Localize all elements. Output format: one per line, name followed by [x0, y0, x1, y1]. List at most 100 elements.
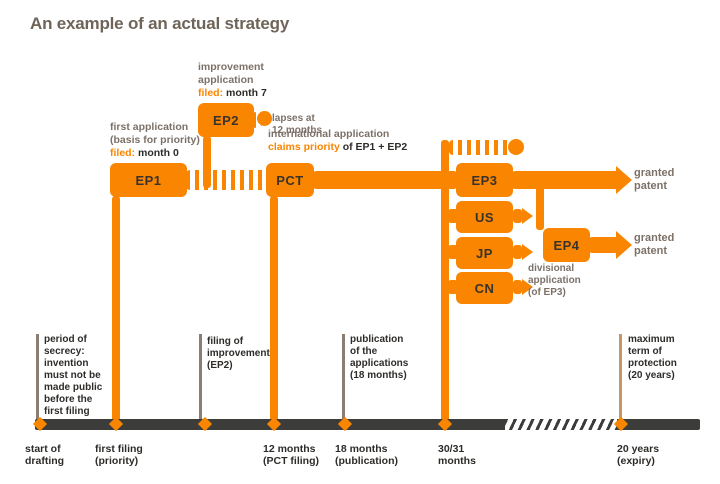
pct-note-line1: international application — [268, 128, 390, 140]
ep4-branch-connector — [536, 180, 544, 230]
tick-12m-l2: (PCT filing) — [263, 455, 319, 467]
annotation-expiry-l1: maximum — [628, 334, 675, 345]
annotation-publication-l4: (18 months) — [350, 370, 407, 381]
annotation-secrecy-l4: must not be — [44, 370, 101, 381]
box-us-label: US — [474, 209, 495, 225]
ep4-grant-arrowhead — [616, 231, 632, 259]
annotation-publication-l3: applications — [350, 358, 409, 369]
ep1-note: first application (basis for priority) f… — [110, 121, 200, 160]
tick-label-12-months: 12 months (PCT filing) — [263, 443, 319, 467]
tick-30m-l2: months — [438, 455, 476, 467]
us-pending-arrowhead — [522, 208, 533, 224]
vertical-to-us-stub — [448, 209, 458, 223]
vertical-to-ep3-stub — [448, 172, 458, 188]
us-pending-stub — [513, 209, 522, 223]
tick-label-30-31-months: 30/31 months — [438, 443, 476, 467]
vertical-to-jp-stub — [448, 245, 458, 259]
ep4-divisional-line2: application — [528, 275, 581, 286]
tick-start-l1: start of — [25, 443, 61, 455]
tick-30m-l1: 30/31 — [438, 443, 465, 455]
ep1-note-line3: filed: month 0 — [110, 147, 200, 160]
annotation-line-secrecy — [36, 334, 39, 423]
pct-lapse-terminator — [508, 139, 524, 155]
box-ep2: EP2 — [198, 103, 254, 137]
box-ep2-label: EP2 — [212, 112, 240, 128]
ep2-side-note: lapses at 12 months — [272, 113, 322, 136]
annotation-expiry-l2: term of — [628, 346, 662, 357]
annotation-secrecy-l5: made public — [44, 382, 103, 393]
tick-start-l2: drafting — [25, 455, 65, 467]
box-us: US — [456, 201, 513, 233]
annotation-publication: publication of the applications (18 mont… — [350, 334, 408, 382]
timeline-axis — [35, 419, 700, 430]
ep3-granted-line1: granted — [634, 167, 675, 179]
jp-pending-arrowhead — [522, 244, 533, 260]
pct-to-ep3-arrow — [313, 171, 457, 189]
ep4-divisional-line1: divisional — [528, 263, 575, 274]
ep1-to-pct-priority-arrow — [186, 170, 268, 190]
tick-label-start: start of drafting — [25, 443, 64, 467]
ep2-note: improvement application filed: month 7 — [198, 61, 267, 100]
annotation-line-publication — [342, 334, 345, 423]
tick-label-first-filing: first filing (priority) — [95, 443, 143, 467]
ep3-grant-arrowhead — [616, 166, 632, 194]
ep1-note-month: month 0 — [138, 147, 179, 159]
annotation-line-ep2-filing — [199, 334, 202, 423]
ep1-note-line2: (basis for priority) — [110, 134, 200, 146]
ep2-note-line1: improvement — [198, 61, 264, 73]
annotation-secrecy-l6: before the — [44, 394, 93, 405]
annotation-line-expiry — [619, 334, 622, 423]
ep1-timeline-drop — [112, 196, 120, 425]
jp-pending-stub — [513, 245, 522, 259]
ep2-note-line3: filed: month 7 — [198, 87, 267, 100]
pct-note: international application claims priorit… — [268, 128, 407, 154]
tick-label-18-months: 18 months (publication) — [335, 443, 398, 467]
tick-filing-l1: first filing — [95, 443, 143, 455]
tick-label-20-years: 20 years (expiry) — [617, 443, 659, 467]
tick-filing-l2: (priority) — [95, 455, 139, 467]
vertical-to-cn-stub — [448, 280, 458, 294]
ep2-note-filed: filed: — [198, 87, 224, 99]
box-jp: JP — [456, 237, 513, 269]
pct-lapse-arrow — [449, 140, 511, 155]
pct-note-line2: claims priority of EP1 + EP2 — [268, 141, 407, 154]
tick-20y-l1: 20 years — [617, 443, 660, 455]
ep1-note-line1: first application — [110, 121, 189, 133]
ep2-note-month: month 7 — [226, 87, 267, 99]
annotation-ep2-l3: (EP2) — [207, 360, 233, 371]
ep2-drop-connector — [203, 136, 211, 188]
box-ep4: EP4 — [543, 228, 590, 262]
box-pct: PCT — [266, 163, 314, 197]
ep2-side-note-line2: 12 months — [272, 124, 323, 136]
box-ep3: EP3 — [456, 163, 513, 197]
annotation-ep2-l1: filing of — [207, 336, 244, 347]
pct-timeline-drop — [270, 196, 278, 425]
box-cn: CN — [456, 272, 513, 304]
annotation-publication-l2: of the — [350, 346, 378, 357]
ep4-divisional-line3: (of EP3) — [528, 287, 566, 298]
ep3-granted-line2: patent — [634, 180, 667, 192]
tick-18m-l1: 18 months — [335, 443, 388, 455]
annotation-secrecy-l3: invention — [44, 358, 89, 369]
timeline-axis-break — [505, 419, 617, 430]
ep2-note-line2: application — [198, 74, 254, 86]
annotation-expiry: maximum term of protection (20 years) — [628, 334, 677, 382]
box-cn-label: CN — [474, 280, 495, 296]
ep4-granted-line1: granted — [634, 232, 675, 244]
ep3-grant-arrow — [512, 171, 618, 189]
box-pct-label: PCT — [276, 172, 304, 188]
box-ep1: EP1 — [110, 163, 187, 197]
box-jp-label: JP — [476, 245, 493, 261]
pct-note-parents: of EP1 + EP2 — [342, 141, 408, 153]
page-title: An example of an actual strategy — [30, 14, 290, 33]
annotation-expiry-l4: (20 years) — [628, 370, 675, 381]
tick-20y-l2: (expiry) — [617, 455, 655, 467]
box-ep4-label: EP4 — [553, 237, 580, 253]
ep1-note-filed: filed: — [110, 147, 136, 159]
ep4-granted-label: granted patent — [634, 232, 674, 258]
national-phase-vertical-line — [441, 140, 449, 425]
box-ep1-label: EP1 — [135, 172, 162, 188]
ep3-granted-label: granted patent — [634, 167, 674, 193]
ep2-lapse-terminator — [257, 111, 272, 126]
